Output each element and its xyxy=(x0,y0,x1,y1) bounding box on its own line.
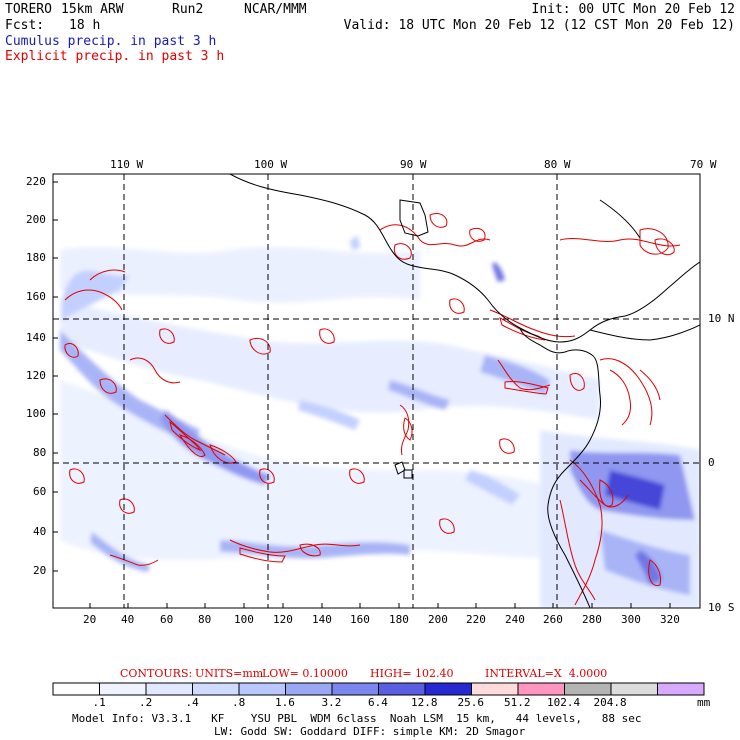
model-resolution: 15km ARW xyxy=(61,2,124,17)
contours-label: CONTOURS: xyxy=(120,667,193,680)
x-tick: 60 xyxy=(160,613,174,626)
contours-high: HIGH= 102.40 xyxy=(370,667,454,680)
y-tick: 220 xyxy=(26,175,46,188)
cumulus-legend-line: Cumulus precip. in past 3 h xyxy=(5,34,217,49)
colorbar-unit: mm xyxy=(697,696,711,709)
colorbar-label: 6.4 xyxy=(368,696,388,709)
colorbar-swatch xyxy=(145,682,193,696)
x-tick: 40 xyxy=(121,613,135,626)
x-tick: 20 xyxy=(83,613,97,626)
model-run: Run2 xyxy=(172,2,204,17)
model-info-line: Model Info: V3.3.1 KF YSU PBL WDM 6class… xyxy=(72,712,642,725)
colorbar-label: .8 xyxy=(232,696,246,709)
y-tick: 160 xyxy=(26,290,46,303)
init-time: Init: 00 UTC Mon 20 Feb 12 xyxy=(531,2,736,17)
y-tick: 200 xyxy=(26,213,46,226)
x-tick: 200 xyxy=(428,613,448,626)
colorbar-label: 25.6 xyxy=(457,696,485,709)
colorbar-label: 51.2 xyxy=(504,696,531,709)
x-tick: 120 xyxy=(273,613,293,626)
colorbar-label: 204.8 xyxy=(593,696,627,709)
x-tick: 220 xyxy=(466,613,486,626)
x-tick: 180 xyxy=(389,613,409,626)
tick-marks xyxy=(53,181,671,608)
colorbar-swatch xyxy=(238,682,286,696)
y-tick: 100 xyxy=(26,407,46,420)
x-tick: 260 xyxy=(543,613,563,626)
lon-label-80w: 80 W xyxy=(544,158,571,171)
lon-label-110w: 110 W xyxy=(110,158,144,171)
y-tick: 20 xyxy=(33,564,47,577)
colorbar-swatch xyxy=(378,682,426,696)
y-tick: 60 xyxy=(33,485,47,498)
lat-lon-grid xyxy=(53,174,700,608)
colorbar-label: .4 xyxy=(185,696,199,709)
x-tick: 100 xyxy=(234,613,254,626)
y-tick: 80 xyxy=(33,446,47,459)
colorbar-swatch xyxy=(471,682,519,696)
x-tick: 240 xyxy=(505,613,525,626)
cumulus-precip-shading xyxy=(60,236,700,608)
colorbar-label: 12.8 xyxy=(411,696,438,709)
forecast-hour: 18 h xyxy=(69,18,101,33)
contours-low: LOW= 0.10000 xyxy=(262,667,348,680)
y-tick: 180 xyxy=(26,251,46,264)
y-tick: 120 xyxy=(26,369,46,382)
forecast-label: Fcst: xyxy=(5,18,45,33)
colorbar-label: .2 xyxy=(139,696,153,709)
colorbar-swatch xyxy=(610,682,658,696)
lon-label-100w: 100 W xyxy=(254,158,288,171)
colorbar-swatch xyxy=(564,682,612,696)
model-name: TORERO xyxy=(5,2,52,17)
colorbar xyxy=(52,682,705,696)
lon-label-90w: 90 W xyxy=(400,158,427,171)
x-tick: 300 xyxy=(621,613,641,626)
contours-interval: INTERVAL=X 4.0000 xyxy=(485,667,608,680)
x-tick: 140 xyxy=(312,613,332,626)
lat-label-10n: 10 N xyxy=(708,312,735,325)
colorbar-label: 3.2 xyxy=(321,696,342,709)
map-frame xyxy=(52,173,701,609)
colorbar-swatch xyxy=(331,682,379,696)
colorbar-swatch xyxy=(99,682,147,696)
x-tick: 320 xyxy=(660,613,680,626)
colorbar-label: 1.6 xyxy=(275,696,295,709)
colorbar-swatch xyxy=(52,682,100,696)
physics-info-line: LW: Godd SW: Goddard DIFF: simple KM: 2D… xyxy=(214,725,526,738)
lon-label-70w: 70 W xyxy=(690,158,717,171)
model-org: NCAR/MMM xyxy=(244,2,307,17)
colorbar-swatch xyxy=(424,682,472,696)
colorbar-label: 102.4 xyxy=(547,696,581,709)
colorbar-swatch xyxy=(192,682,240,696)
x-tick: 160 xyxy=(350,613,370,626)
colorbar-swatch xyxy=(657,682,705,696)
y-tick: 40 xyxy=(33,525,47,538)
valid-time: Valid: 18 UTC Mon 20 Feb 12 (12 CST Mon … xyxy=(343,18,735,33)
lat-label-10s: 10 S xyxy=(708,601,735,614)
colorbar-label: .1 xyxy=(92,696,106,709)
explicit-legend-line: Explicit precip. in past 3 h xyxy=(5,49,225,64)
contours-units: UNITS=mm xyxy=(195,667,264,680)
x-tick: 80 xyxy=(198,613,212,626)
y-tick: 140 xyxy=(26,331,46,344)
lat-label-0: 0 xyxy=(708,456,715,469)
colorbar-swatch xyxy=(285,682,333,696)
coastlines xyxy=(229,174,700,608)
colorbar-swatch xyxy=(517,682,565,696)
x-tick: 280 xyxy=(582,613,602,626)
